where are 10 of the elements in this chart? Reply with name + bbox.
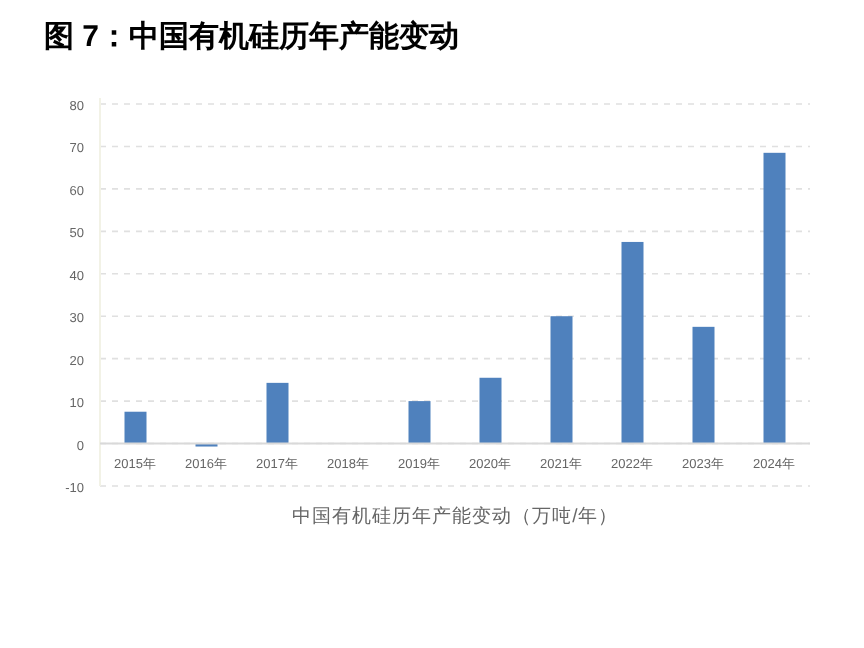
bar — [408, 401, 431, 444]
bar — [692, 326, 715, 444]
bar — [621, 241, 644, 444]
bar — [550, 316, 573, 444]
chart-title: 图 7：中国有机硅历年产能变动 — [44, 18, 460, 54]
x-axis-title: 中国有机硅历年产能变动（万吨/年） — [292, 504, 618, 528]
bar — [266, 382, 289, 444]
bar — [479, 377, 502, 444]
bar — [124, 411, 147, 444]
bar — [763, 152, 786, 444]
